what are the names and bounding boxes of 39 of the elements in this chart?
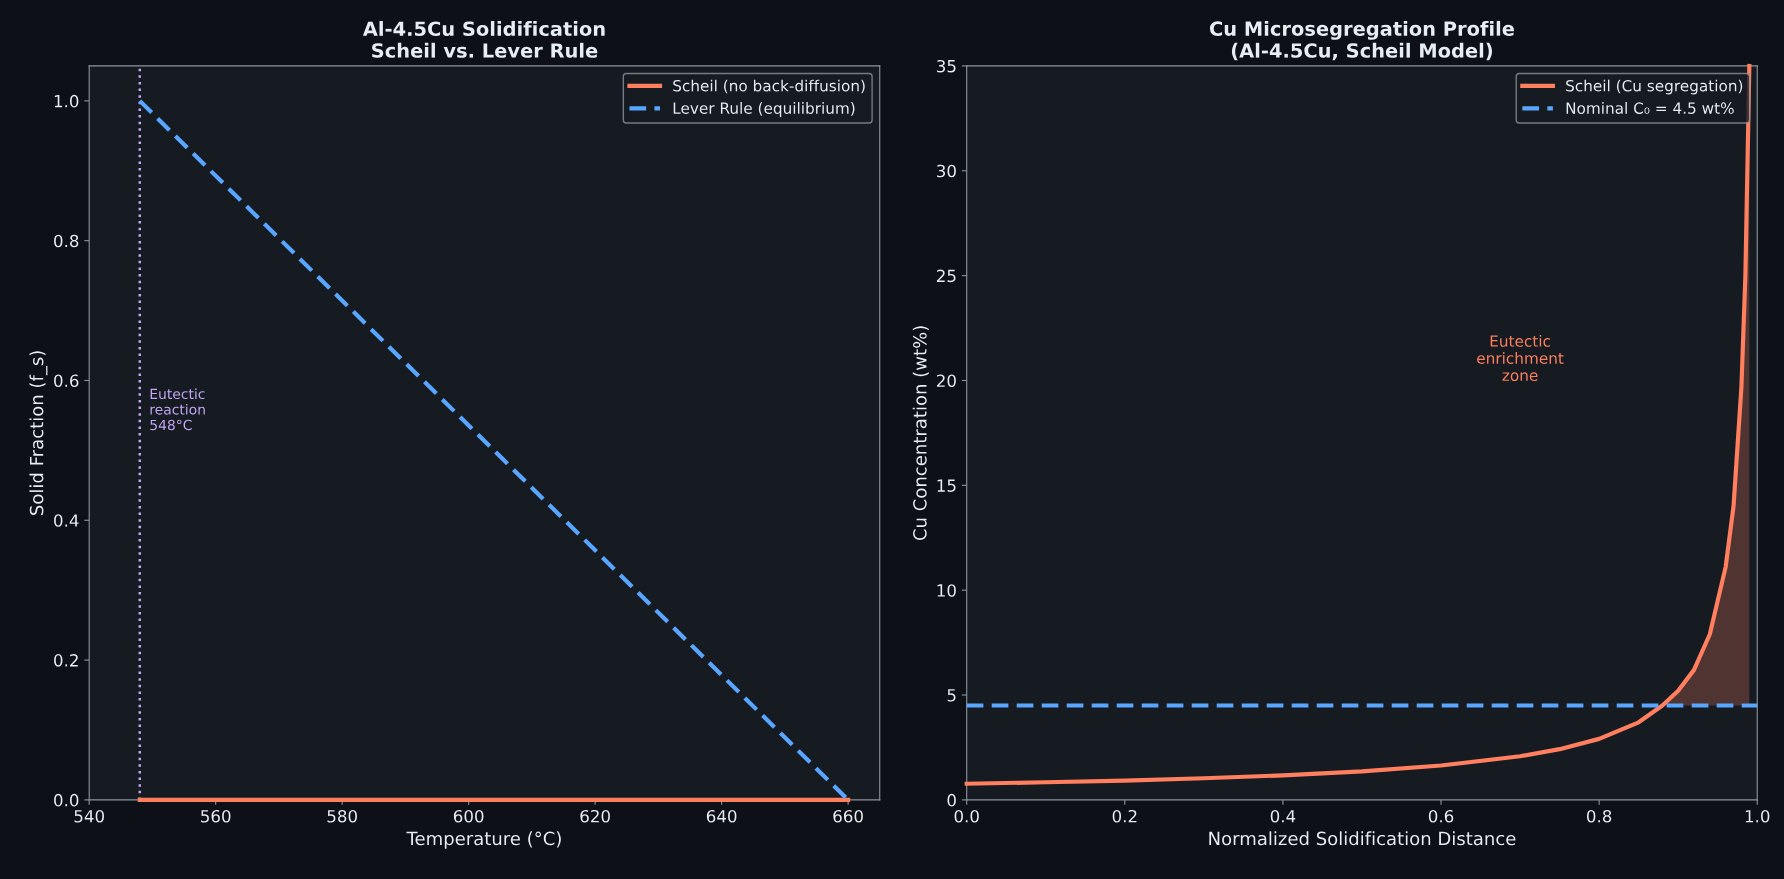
y-tick-label: 1.0 — [54, 94, 79, 108]
x-tick-label: 0.8 — [1586, 809, 1612, 823]
y-axis-title: Cu Concentration (wt%) — [912, 326, 929, 541]
legend-label: Lever Rule (equilibrium) — [673, 102, 855, 117]
y-tick-label: 35 — [937, 59, 956, 73]
y-tick-label: 10 — [937, 584, 956, 597]
y-tick-label: 0.8 — [54, 234, 79, 248]
y-tick-label: 0 — [947, 793, 956, 807]
x-tick-label: 0.6 — [1428, 809, 1454, 823]
y-tick-label: 30 — [937, 164, 956, 178]
line-series — [964, 63, 1752, 786]
x-tick-label: 560 — [201, 809, 231, 823]
x-tick-label: 620 — [580, 809, 610, 823]
legend-label: Scheil (Cu segregation) — [1566, 79, 1743, 95]
legend-label: Nominal C₀ = 4.5 wt% — [1566, 102, 1734, 114]
y-axis-title: Solid Fraction (f_s) — [29, 351, 48, 515]
x-tick-label: 0.2 — [1112, 809, 1137, 823]
y-tick-label: 0.4 — [54, 514, 79, 527]
y-tick-label: 5 — [947, 689, 956, 702]
y-tick-label: 20 — [936, 374, 956, 388]
y-tick-label: 25 — [936, 269, 956, 283]
y-tick-label: 15 — [937, 479, 956, 492]
y-tick-label: 0.2 — [54, 654, 78, 667]
chart-title: Cu Microsegregation Profile (Al-4.5Cu, Scheil Model) — [1209, 20, 1515, 61]
chart-title: Al-4.5Cu Solidification Scheil vs. Lever Rule — [362, 21, 605, 58]
y-tick-label: 0.6 — [54, 374, 79, 388]
x-tick-label: 640 — [706, 809, 737, 823]
x-tick-label: 1.0 — [1745, 809, 1770, 823]
x-axis-title: Normalized Solidification Distance — [1209, 831, 1516, 846]
x-tick-label: 600 — [453, 809, 484, 823]
annotation: Eutectic enrichment zone — [1477, 335, 1564, 382]
x-tick-label: 0.4 — [1270, 809, 1296, 823]
legend-label: Scheil (no back-diffusion) — [673, 79, 865, 94]
y-tick-label: 0.0 — [54, 793, 79, 807]
x-tick-label: 580 — [327, 809, 357, 823]
x-axis-title: Temperature (°C) — [406, 831, 561, 849]
ref-line-label: Eutectic reaction 548°C — [150, 388, 205, 431]
x-tick-label: 660 — [833, 809, 863, 823]
x-tick-label: 540 — [74, 809, 104, 823]
